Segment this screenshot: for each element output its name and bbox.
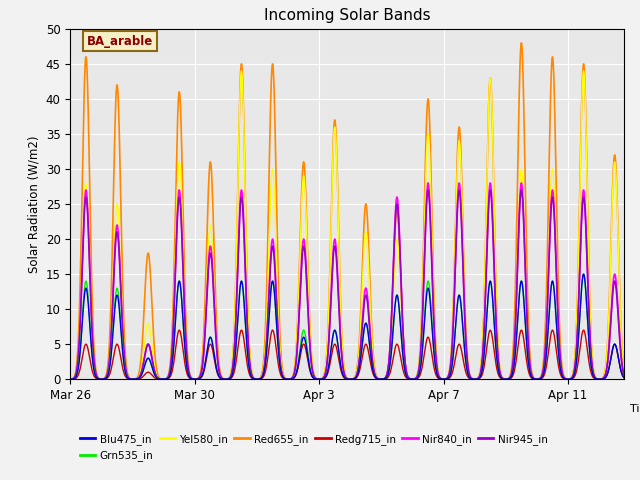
Nir840_in <box>67 376 74 382</box>
Red655_in <box>89 324 97 330</box>
Nir945_in <box>167 364 175 370</box>
Blu475_in <box>620 375 628 381</box>
Yel580_in <box>167 361 175 367</box>
Redg715_in <box>620 375 628 381</box>
Redg715_in <box>254 376 262 382</box>
Redg715_in <box>627 376 634 382</box>
Red655_in <box>518 40 525 46</box>
Blu475_in <box>627 376 634 382</box>
Redg715_in <box>89 371 97 376</box>
Nir945_in <box>627 376 634 382</box>
Y-axis label: Solar Radiation (W/m2): Solar Radiation (W/m2) <box>28 135 40 273</box>
Blu475_in <box>399 357 407 363</box>
Red655_in <box>67 376 74 382</box>
Text: Time: Time <box>630 404 640 414</box>
Nir840_in <box>254 376 262 382</box>
Redg715_in <box>170 358 178 364</box>
Yel580_in <box>67 376 74 382</box>
Nir945_in <box>399 336 407 342</box>
Line: Nir945_in: Nir945_in <box>70 190 630 379</box>
Line: Red655_in: Red655_in <box>70 43 630 379</box>
Nir840_in <box>167 363 175 369</box>
Yel580_in <box>170 300 178 305</box>
Line: Grn535_in: Grn535_in <box>70 274 630 379</box>
Yel580_in <box>89 345 97 350</box>
Line: Nir840_in: Nir840_in <box>70 183 630 379</box>
Grn535_in <box>580 271 588 277</box>
Nir840_in <box>170 310 178 315</box>
Nir945_in <box>518 187 525 193</box>
Grn535_in <box>627 376 634 382</box>
Blu475_in <box>254 376 262 382</box>
Title: Incoming Solar Bands: Incoming Solar Bands <box>264 9 431 24</box>
Nir840_in <box>620 372 628 377</box>
Redg715_in <box>67 376 74 382</box>
Red655_in <box>167 356 175 362</box>
Red655_in <box>170 275 178 280</box>
Redg715_in <box>129 376 137 382</box>
Blu475_in <box>89 361 97 367</box>
Yel580_in <box>620 367 628 372</box>
Nir840_in <box>518 180 525 186</box>
Line: Blu475_in: Blu475_in <box>70 274 630 379</box>
Line: Redg715_in: Redg715_in <box>70 330 630 379</box>
Nir945_in <box>620 372 628 378</box>
Nir840_in <box>627 376 634 382</box>
Red655_in <box>254 376 262 382</box>
Nir945_in <box>170 312 178 318</box>
Red655_in <box>399 338 407 344</box>
Blu475_in <box>170 342 178 348</box>
Nir840_in <box>399 335 407 341</box>
Yel580_in <box>627 376 634 382</box>
Text: BA_arable: BA_arable <box>87 35 153 48</box>
Yel580_in <box>254 376 262 382</box>
Line: Yel580_in: Yel580_in <box>70 71 630 379</box>
Grn535_in <box>254 376 262 382</box>
Red655_in <box>620 366 628 372</box>
Blu475_in <box>67 376 74 382</box>
Redg715_in <box>580 327 588 333</box>
Grn535_in <box>620 375 628 381</box>
Grn535_in <box>399 357 407 363</box>
Redg715_in <box>399 369 407 374</box>
Yel580_in <box>580 68 588 74</box>
Yel580_in <box>399 345 407 350</box>
Blu475_in <box>167 370 175 375</box>
Grn535_in <box>170 342 178 348</box>
Grn535_in <box>67 376 74 382</box>
Nir840_in <box>89 346 97 351</box>
Nir945_in <box>254 376 262 382</box>
Redg715_in <box>167 372 175 378</box>
Grn535_in <box>89 360 97 366</box>
Legend: Blu475_in, Grn535_in, Yel580_in, Red655_in, Redg715_in, Nir840_in, Nir945_in: Blu475_in, Grn535_in, Yel580_in, Red655_… <box>76 430 552 465</box>
Nir945_in <box>89 347 97 353</box>
Blu475_in <box>580 271 588 277</box>
Nir945_in <box>67 376 74 382</box>
Grn535_in <box>167 370 175 375</box>
Red655_in <box>627 376 634 382</box>
